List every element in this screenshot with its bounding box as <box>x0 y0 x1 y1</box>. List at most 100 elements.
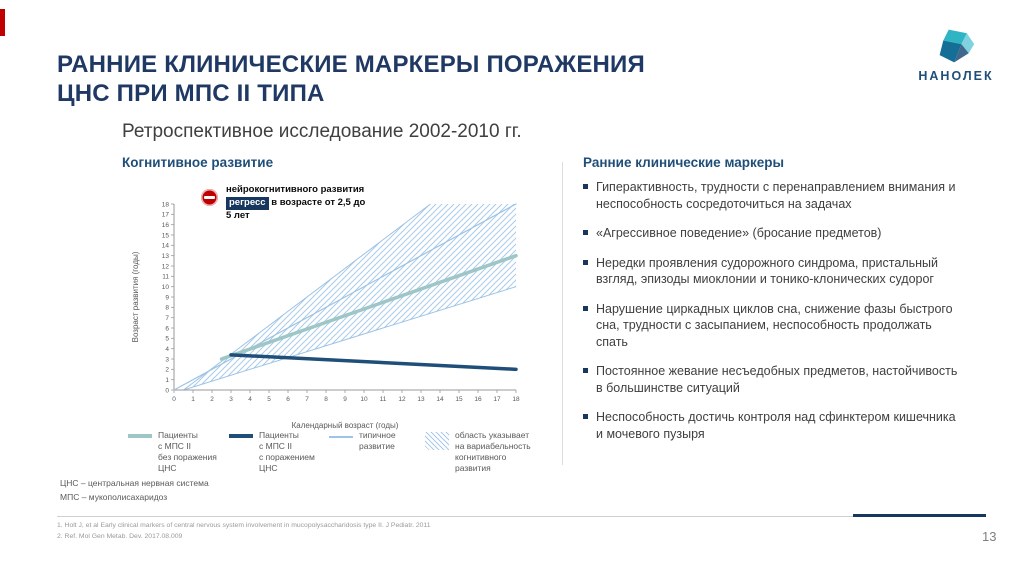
marker-text: Гиперактивность, трудности с перенаправл… <box>596 180 956 211</box>
legend-label: Пациенты с МПС II с поражением ЦНС <box>259 430 315 474</box>
nanolek-gem-icon <box>939 29 975 63</box>
y-tick-label: 2 <box>165 367 169 374</box>
bullet-square-icon <box>583 368 588 373</box>
y-tick-label: 17 <box>162 212 170 219</box>
marker-item: Постоянное жевание несъедобных предметов… <box>583 363 959 396</box>
y-tick-label: 8 <box>165 305 169 312</box>
marker-text: Постоянное жевание несъедобных предметов… <box>596 364 958 395</box>
x-tick-label: 10 <box>360 396 368 403</box>
page-number: 13 <box>982 529 997 544</box>
bullet-square-icon <box>583 230 588 235</box>
x-tick-label: 11 <box>380 396 387 403</box>
legend-label: типичное развитие <box>359 430 396 452</box>
abbreviation: МПС – мукополисахаридоз <box>60 491 168 502</box>
legend-label: Пациенты с МПС II без поражения ЦНС <box>158 430 217 474</box>
marker-text: «Агрессивное поведение» (бросание предме… <box>596 226 882 240</box>
x-tick-label: 15 <box>455 396 463 403</box>
markers-section-heading: Ранние клинические маркеры <box>583 155 785 170</box>
callout-text: нейрокогнитивного развития регресс в воз… <box>226 184 371 222</box>
abbreviations: ЦНС – центральная нервная система МПС – м… <box>60 477 209 504</box>
y-tick-label: 6 <box>165 325 169 332</box>
thin-line-swatch <box>329 436 353 438</box>
title-line1: РАННИЕ КЛИНИЧЕСКИЕ МАРКЕРЫ ПОРАЖЕНИЯ <box>57 51 645 78</box>
x-tick-label: 16 <box>474 396 482 403</box>
y-tick-label: 10 <box>162 284 170 291</box>
x-tick-label: 18 <box>512 396 520 403</box>
x-tick-label: 3 <box>229 396 233 403</box>
band-edge-line <box>183 286 517 391</box>
abbreviation: ЦНС – центральная нервная система <box>60 478 209 488</box>
x-tick-label: 7 <box>305 396 309 403</box>
hatch-swatch <box>425 432 449 450</box>
legend-item: Пациенты с МПС II без поражения ЦНС <box>128 430 229 474</box>
callout-prefix: нейрокогнитивного развития <box>226 184 365 195</box>
bullet-square-icon <box>583 184 588 189</box>
series-line-cns <box>229 353 518 372</box>
y-tick-label: 14 <box>162 243 170 250</box>
callout-suffix: в возрасте от 2,5 до 5 лет <box>226 196 366 221</box>
y-tick-label: 4 <box>165 346 169 353</box>
minus-icon <box>201 189 218 206</box>
bullet-square-icon <box>583 305 588 311</box>
footnotes: 1. Holt J, et al Early clinical markers … <box>57 521 430 543</box>
x-tick-label: 0 <box>172 396 176 403</box>
x-tick-label: 5 <box>267 396 271 403</box>
marker-item: Нередки проявления судорожного синдрома,… <box>583 255 959 288</box>
y-tick-label: 7 <box>165 315 169 322</box>
callout-highlight: регресс <box>226 196 269 210</box>
series-line-typical <box>173 203 517 391</box>
x-tick-label: 6 <box>286 396 290 403</box>
y-tick-label: 1 <box>165 377 169 384</box>
slide-subtitle: Ретроспективное исследование 2002-2010 г… <box>122 121 522 142</box>
y-tick-label: 12 <box>162 263 170 270</box>
marker-text: Нередки проявления судорожного синдрома,… <box>596 255 939 287</box>
slide-title: РАННИЕ КЛИНИЧЕСКИЕ МАРКЕРЫ ПОРАЖЕНИЯ ЦНС … <box>57 50 645 109</box>
marker-item: Неспособность достичь контроля над сфинк… <box>583 409 959 442</box>
logo-text: НАНОЛЕК <box>918 69 994 83</box>
y-tick-label: 16 <box>162 222 170 229</box>
x-tick-label: 14 <box>436 396 444 403</box>
legend-label: область указывает на вариабельность когн… <box>455 430 531 474</box>
x-tick-label: 2 <box>210 396 214 403</box>
y-tick-label: 11 <box>162 274 169 281</box>
accent-bar <box>0 9 5 36</box>
column-divider <box>562 162 563 465</box>
y-tick-label: 5 <box>165 336 169 343</box>
footer-divider <box>57 516 986 517</box>
navy-line-swatch <box>229 434 253 438</box>
legend-item: Пациенты с МПС II с поражением ЦНС <box>229 430 329 474</box>
title-line2: ЦНС ПРИ МПС II ТИПА <box>57 80 325 108</box>
y-tick-label: 15 <box>162 232 170 239</box>
legend-item: область указывает на вариабельность когн… <box>425 430 560 474</box>
y-tick-label: 0 <box>165 387 169 394</box>
chart-section-heading: Когнитивное развитие <box>122 155 274 170</box>
footnote: 1. Holt J, et al Early clinical markers … <box>57 522 431 529</box>
bullet-square-icon <box>583 414 588 419</box>
y-tick-label: 9 <box>165 294 169 301</box>
bullet-square-icon <box>583 259 588 265</box>
logo: НАНОЛЕК <box>904 26 1008 83</box>
marker-text: Неспособность достичь контроля над сфинк… <box>596 410 956 441</box>
x-tick-label: 13 <box>417 396 425 403</box>
x-tick-label: 1 <box>191 396 195 403</box>
x-tick-label: 9 <box>343 396 347 403</box>
teal-line-swatch <box>128 434 152 438</box>
x-tick-label: 8 <box>324 396 328 403</box>
chart-legend: Пациенты с МПС II без поражения ЦНС Пацие… <box>128 430 560 474</box>
legend-item: типичное развитие <box>329 430 425 474</box>
marker-text: Нарушение циркадных циклов сна, снижение… <box>596 301 953 349</box>
x-tick-label: 4 <box>248 396 252 403</box>
x-axis-label: Календарный возраст (годы) <box>292 421 399 430</box>
y-tick-label: 13 <box>162 253 170 260</box>
footer-divider-accent <box>853 514 986 517</box>
y-tick-label: 3 <box>165 356 169 363</box>
footnote: 2. Ref. Mol Gen Metab. Dev. 2017.08.009 <box>57 532 183 540</box>
markers-list: Гиперактивность, трудности с перенаправл… <box>583 179 959 455</box>
marker-item: Нарушение циркадных циклов сна, снижение… <box>583 301 959 351</box>
marker-item: «Агрессивное поведение» (бросание предме… <box>583 225 959 242</box>
x-tick-label: 17 <box>493 396 501 403</box>
series-line-no-cns <box>219 253 518 361</box>
cognitive-chart: 0 1 2 3 4 5 6 7 8 9 10 11 12 13 14 15 16 17 18012345678910… <box>131 201 520 430</box>
chart-callout: нейрокогнитивного развития регресс в воз… <box>201 184 381 222</box>
y-axis-label: Возраст развития (годы) <box>131 251 140 342</box>
